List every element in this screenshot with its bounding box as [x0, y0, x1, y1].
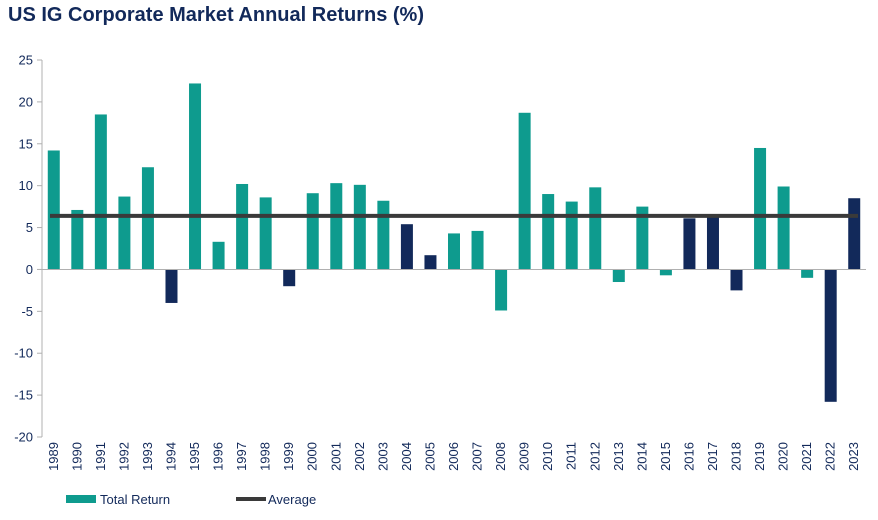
x-tick-label: 2017	[705, 442, 720, 471]
bar-1992	[118, 196, 131, 270]
bars-group	[47, 83, 861, 402]
y-axis-ticks: 25 20 15 10 5 0 -5 -10 -15 -20	[14, 53, 42, 445]
bar-2018	[730, 269, 743, 291]
y-tick-label: -5	[21, 304, 33, 319]
x-tick-label: 2018	[729, 442, 744, 471]
y-tick-label: -10	[14, 346, 33, 361]
y-tick-label: -15	[14, 388, 33, 403]
bar-2019	[754, 147, 767, 270]
bar-1998	[259, 197, 272, 270]
bar-2010	[542, 194, 555, 270]
bar-2004	[400, 224, 413, 270]
y-tick-label: 25	[19, 53, 33, 68]
x-tick-label: 1989	[46, 442, 61, 471]
bar-2021	[801, 269, 814, 278]
y-tick-label: 15	[19, 136, 33, 151]
bar-1993	[141, 167, 154, 270]
bar-2020	[777, 186, 790, 270]
bar-1991	[94, 114, 107, 270]
bar-2006	[448, 233, 460, 270]
legend-label-average: Average	[268, 492, 316, 507]
bar-2007	[471, 230, 484, 270]
x-tick-label: 1999	[281, 442, 296, 471]
bar-2009	[518, 112, 531, 270]
bar-2022	[824, 269, 837, 402]
bar-2005	[424, 255, 437, 270]
bar-1990	[71, 209, 84, 270]
x-tick-label: 2006	[446, 442, 461, 471]
x-tick-label: 2008	[493, 442, 508, 471]
bar-2017	[706, 215, 719, 270]
bar-2003	[377, 200, 390, 270]
x-tick-label: 1990	[69, 442, 84, 471]
x-tick-label: 2012	[587, 442, 602, 471]
y-tick-label: 20	[19, 94, 33, 109]
x-tick-label: 2013	[611, 442, 626, 471]
x-tick-label: 2020	[776, 442, 791, 471]
bar-2016	[683, 218, 696, 270]
x-tick-label: 1997	[234, 442, 249, 471]
y-tick-label: 5	[26, 220, 33, 235]
x-tick-label: 1991	[93, 442, 108, 471]
y-tick-label: 0	[26, 262, 33, 277]
legend: Total Return Average	[66, 492, 316, 507]
legend-label-total-return: Total Return	[100, 492, 170, 507]
x-tick-label: 2021	[799, 442, 814, 471]
bar-1994	[165, 269, 178, 303]
x-tick-label: 2016	[681, 442, 696, 471]
y-tick-label: -20	[14, 430, 33, 445]
bar-2008	[495, 269, 508, 311]
x-tick-label: 2002	[352, 442, 367, 471]
bar-2015	[659, 269, 672, 276]
x-tick-label: 2010	[540, 442, 555, 471]
bar-2014	[636, 206, 649, 270]
x-tick-label: 2023	[846, 442, 861, 471]
bar-2023	[848, 198, 861, 270]
x-tick-label: 2014	[634, 442, 649, 471]
x-tick-label: 2001	[328, 442, 343, 471]
chart-title: US IG Corporate Market Annual Returns (%…	[8, 4, 424, 26]
bar-1999	[283, 269, 296, 287]
bar-1989	[47, 150, 60, 270]
y-tick-label: 10	[19, 178, 33, 193]
x-tick-label: 2009	[517, 442, 532, 471]
bar-2011	[565, 201, 578, 270]
legend-swatch-total-return	[66, 495, 96, 503]
x-tick-label: 2015	[658, 442, 673, 471]
bar-2000	[306, 193, 319, 270]
x-tick-label: 2005	[422, 442, 437, 471]
x-tick-label: 1994	[163, 442, 178, 471]
x-tick-label: 1995	[187, 442, 202, 471]
x-axis-labels: 1989 1990 1991 1992 1993 1994 1995 1996 1997 1998…	[46, 442, 861, 471]
x-tick-label: 1992	[116, 442, 131, 471]
bar-1996	[212, 241, 225, 270]
x-tick-label: 1996	[211, 442, 226, 471]
bar-1995	[189, 83, 202, 270]
bar-2013	[612, 269, 625, 283]
bar-2002	[353, 184, 366, 270]
x-tick-label: 1993	[140, 442, 155, 471]
x-tick-label: 2000	[305, 442, 320, 471]
bar-2012	[589, 187, 602, 270]
x-tick-label: 2022	[823, 442, 838, 471]
bar-1997	[236, 183, 249, 270]
x-tick-label: 2004	[399, 442, 414, 471]
bar-2001	[330, 183, 343, 270]
x-tick-label: 2011	[564, 442, 579, 470]
x-tick-label: 2003	[375, 442, 390, 471]
x-tick-label: 1998	[258, 442, 273, 471]
x-tick-label: 2007	[470, 442, 485, 471]
x-tick-label: 2019	[752, 442, 767, 471]
